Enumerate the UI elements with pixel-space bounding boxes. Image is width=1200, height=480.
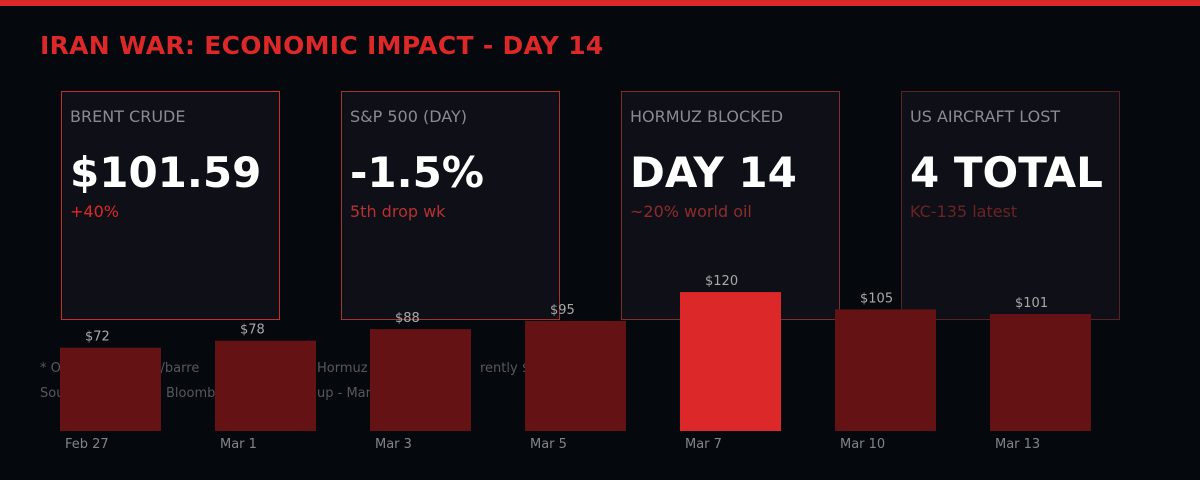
card-subtext: KC-135 latest xyxy=(910,202,1018,221)
source-fragment: Bloomb xyxy=(166,386,216,401)
stat-card: S&P 500 (DAY) -1.5% 5th drop wk xyxy=(341,91,560,320)
bar-value-label: $78 xyxy=(240,323,265,338)
source-fragment: up - Mar xyxy=(317,386,371,401)
card-label: HORMUZ BLOCKED xyxy=(630,107,784,126)
page-title: IRAN WAR: ECONOMIC IMPACT - DAY 14 xyxy=(40,31,604,60)
footnote-fragment: Hormuz xyxy=(317,361,368,376)
bar-mar-5 xyxy=(525,320,626,431)
bar-mar-3 xyxy=(370,329,471,431)
card-label: BRENT CRUDE xyxy=(70,107,186,126)
bar-value-label: $120 xyxy=(705,274,738,289)
card-label: S&P 500 (DAY) xyxy=(350,107,467,126)
card-value: -1.5% xyxy=(350,148,484,197)
top-accent-bar xyxy=(0,0,1200,6)
bar-value-label: $105 xyxy=(860,291,893,306)
bar-mar-1 xyxy=(215,340,316,431)
bar-value-label: $72 xyxy=(85,330,110,345)
bar-feb-27 xyxy=(60,347,161,431)
stat-card: HORMUZ BLOCKED DAY 14 ~20% world oil xyxy=(621,91,840,320)
bar-mar-10 xyxy=(835,309,936,431)
x-tick-label: Mar 5 xyxy=(530,437,567,452)
bar-mar-7 xyxy=(680,292,781,431)
card-subtext: 5th drop wk xyxy=(350,202,446,221)
card-subtext: +40% xyxy=(70,202,119,221)
bar-mar-13 xyxy=(990,314,1091,431)
x-tick-label: Mar 7 xyxy=(685,437,722,452)
card-value: DAY 14 xyxy=(630,148,797,197)
card-label: US AIRCRAFT LOST xyxy=(910,107,1061,126)
bar-value-label: $88 xyxy=(395,311,420,326)
footnote-fragment: * O xyxy=(40,361,61,376)
x-tick-label: Mar 3 xyxy=(375,437,412,452)
x-tick-label: Mar 1 xyxy=(220,437,257,452)
source-fragment: Sou xyxy=(40,386,65,401)
card-subtext: ~20% world oil xyxy=(630,202,752,221)
x-tick-label: Mar 13 xyxy=(995,437,1040,452)
footnote-fragment: rently $1 xyxy=(480,361,539,376)
x-tick-label: Mar 10 xyxy=(840,437,885,452)
x-tick-label: Feb 27 xyxy=(65,437,109,452)
card-value: $101.59 xyxy=(70,148,262,197)
bar-value-label: $101 xyxy=(1015,296,1048,311)
bar-value-label: $95 xyxy=(550,303,575,318)
stat-card: US AIRCRAFT LOST 4 TOTAL KC-135 latest xyxy=(901,91,1120,320)
stat-card: BRENT CRUDE $101.59 +40% xyxy=(61,91,280,320)
card-value: 4 TOTAL xyxy=(910,148,1103,197)
